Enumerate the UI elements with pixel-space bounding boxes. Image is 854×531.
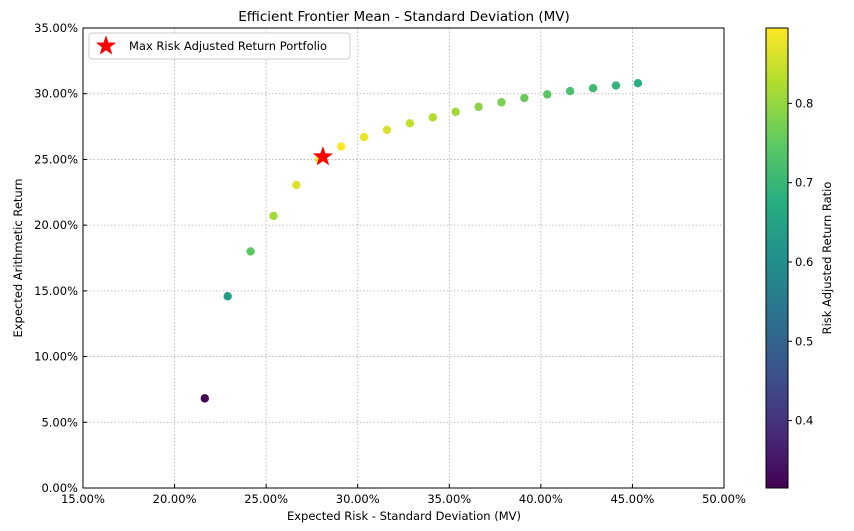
frontier-point <box>520 93 529 103</box>
x-tick-label: 45.00% <box>610 492 654 506</box>
colorbar-gradient <box>765 27 789 489</box>
frontier-point <box>633 79 643 88</box>
colorbar-ticks: 0.4 0.5 0.6 0.7 0.8 <box>788 96 813 428</box>
frontier-point <box>405 119 415 128</box>
legend-label: Max Risk Adjusted Return Portfolio <box>129 39 327 53</box>
colorbar-tick-label: 0.6 <box>795 255 813 269</box>
x-axis-label: Expected Risk - Standard Deviation (MV) <box>287 509 521 523</box>
y-axis-ticks: 0.00% 5.00% 10.00% 15.00% 20.00% 25.00% 30.00%… <box>34 21 87 495</box>
frontier-point <box>200 394 209 403</box>
frontier-point <box>497 98 506 107</box>
frontier-point <box>611 81 621 90</box>
legend-star-icon <box>95 35 117 55</box>
frontier-point <box>292 180 301 190</box>
colorbar-tick-label: 0.5 <box>795 334 813 348</box>
chart-title: Efficient Frontier Mean - Standard Devia… <box>238 9 569 25</box>
y-tick-label: 25.00% <box>34 152 78 166</box>
colorbar-tick-label: 0.4 <box>795 414 813 428</box>
max-risk-adjusted-star-icon <box>312 146 334 166</box>
frontier-point <box>382 125 392 135</box>
colorbar: 0.4 0.5 0.6 0.7 0.8 Risk Adjusted Return Rat… <box>765 27 834 489</box>
legend-box <box>88 32 351 60</box>
y-tick-label: 20.00% <box>34 218 78 232</box>
x-tick-label: 30.00% <box>336 492 380 506</box>
y-tick-label: 10.00% <box>34 350 78 364</box>
y-tick-label: 35.00% <box>34 21 78 35</box>
frontier-point <box>565 86 575 96</box>
y-tick-label: 0.00% <box>41 481 78 495</box>
y-axis-label: Expected Arithmetic Return <box>11 178 25 337</box>
frontier-point <box>269 211 278 221</box>
colorbar-tick-label: 0.8 <box>795 96 813 110</box>
frontier-point <box>246 247 255 256</box>
y-tick-label: 15.00% <box>34 284 78 298</box>
frontier-point <box>588 83 598 93</box>
frontier-point <box>223 292 232 301</box>
frontier-point <box>543 90 552 99</box>
frontier-point <box>428 113 438 122</box>
x-tick-label: 40.00% <box>519 492 563 506</box>
frontier-point <box>451 107 460 117</box>
x-tick-label: 15.00% <box>61 492 105 506</box>
frontier-point <box>337 142 346 151</box>
grid-lines <box>83 28 724 488</box>
legend: Max Risk Adjusted Return Portfolio <box>88 32 351 60</box>
highlight-layer <box>312 146 334 166</box>
x-tick-label: 50.00% <box>702 492 746 506</box>
x-tick-label: 25.00% <box>244 492 288 506</box>
scatter-points <box>200 79 643 403</box>
x-tick-label: 35.00% <box>427 492 471 506</box>
colorbar-label: Risk Adjusted Return Ratio <box>820 182 834 335</box>
frontier-point <box>474 102 483 112</box>
y-tick-label: 5.00% <box>41 415 78 429</box>
y-tick-label: 30.00% <box>34 87 78 101</box>
frontier-point <box>359 132 369 142</box>
plot-frame <box>82 27 725 489</box>
colorbar-tick-label: 0.7 <box>795 176 813 190</box>
x-axis-ticks: 15.00% 20.00% 25.00% 30.00% 35.00% 40.00% 45.0… <box>61 484 746 506</box>
x-tick-label: 20.00% <box>153 492 197 506</box>
